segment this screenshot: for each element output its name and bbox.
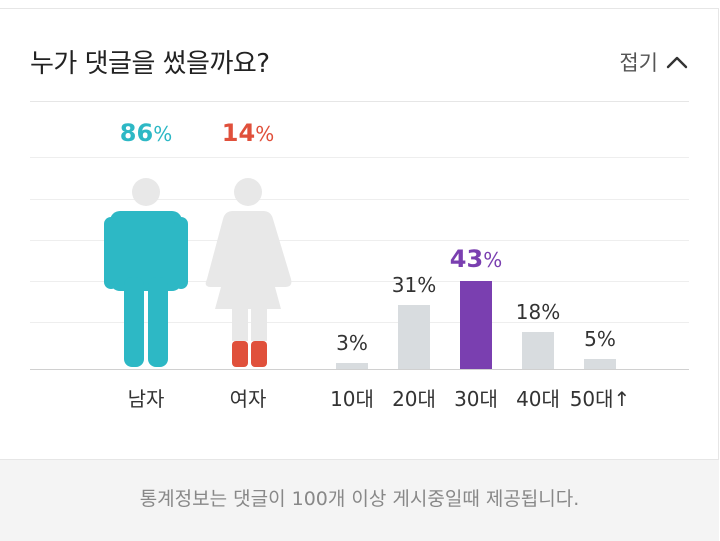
age-value-unit: % — [483, 247, 503, 272]
age-bar — [584, 358, 616, 369]
age-value-number: 43 — [449, 244, 484, 273]
header-divider — [30, 101, 689, 102]
female-figure-icon — [205, 178, 292, 367]
age-value-label: 3% — [336, 330, 368, 355]
age-value-label: 5% — [584, 326, 616, 351]
age-category-label: 30대 — [454, 387, 498, 411]
gridline — [30, 157, 689, 158]
male-percent-unit: % — [153, 122, 173, 146]
age-bar — [522, 332, 554, 369]
footer: 통계정보는 댓글이 100개 이상 게시중일때 제공됩니다. — [0, 459, 719, 541]
female-percent-unit: % — [255, 122, 275, 146]
female-percent-label: 14% — [188, 119, 308, 147]
age-value-label: 31% — [391, 273, 437, 298]
female-label: 여자 — [229, 387, 267, 411]
age-category-label: 40대 — [516, 387, 560, 411]
age-bar — [460, 280, 492, 369]
female-percent-value: 14 — [221, 119, 256, 147]
male-label: 남자 — [127, 387, 165, 411]
stats-chart-area: 86% 14% — [0, 9, 719, 449]
footer-note: 통계정보는 댓글이 100개 이상 게시중일때 제공됩니다. — [139, 488, 580, 510]
collapse-label: 접기 — [619, 51, 658, 75]
gridline — [30, 322, 689, 323]
age-category-label: 10대 — [330, 387, 374, 411]
age-value-label: 18% — [515, 300, 561, 325]
comment-stats-card: 누가 댓글을 썼을까요? 접기 86% 14% — [0, 8, 719, 541]
male-percent-label: 86% — [86, 119, 206, 147]
male-percent-value: 86 — [119, 119, 154, 147]
age-value-label: 43% — [436, 245, 516, 273]
gridline — [30, 199, 689, 200]
gridline — [30, 240, 689, 241]
gridline — [30, 281, 689, 282]
age-bar — [336, 362, 368, 369]
age-category-label: 20대 — [392, 387, 436, 411]
male-figure-icon — [104, 178, 188, 367]
chevron-up-icon — [666, 56, 688, 69]
age-category-label: 50대↑ — [569, 387, 631, 411]
collapse-button[interactable]: 접기 — [619, 47, 688, 77]
card-title: 누가 댓글을 썼을까요? — [30, 49, 270, 79]
age-bar — [398, 305, 430, 369]
chart-baseline — [30, 369, 689, 370]
